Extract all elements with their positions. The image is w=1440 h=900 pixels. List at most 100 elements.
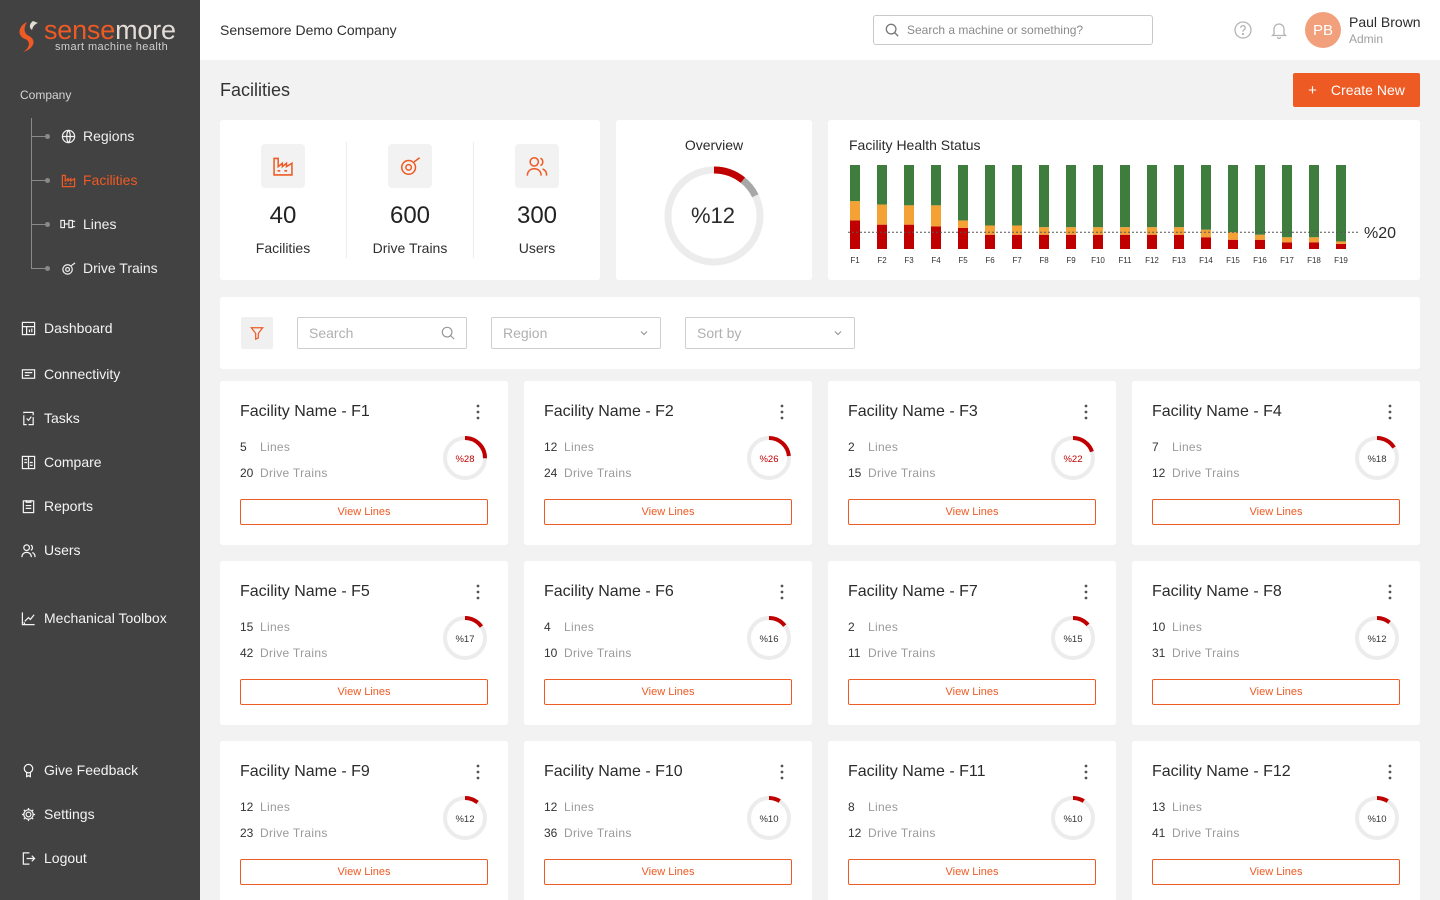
filter-button[interactable] [241, 317, 273, 349]
lines-count: 15 Lines [240, 620, 290, 634]
view-lines-button[interactable]: View Lines [240, 679, 488, 705]
sidebar-item-users[interactable]: Users [20, 538, 81, 562]
bell-icon[interactable] [1269, 20, 1289, 40]
bar-segment [1174, 234, 1184, 249]
facility-card[interactable]: Facility Name - F4 7 Lines 12 Drive Trains %1… [1132, 381, 1420, 545]
facility-name[interactable]: Facility Name - F4 [1152, 403, 1282, 420]
user-name[interactable]: Paul Brown [1349, 14, 1421, 30]
bar-segment [1309, 237, 1319, 243]
view-lines-button[interactable]: View Lines [1152, 679, 1400, 705]
more-options-icon[interactable] [1076, 583, 1096, 601]
view-lines-button[interactable]: View Lines [544, 859, 792, 885]
facility-card[interactable]: Facility Name - F1 5 Lines 20 Drive Trains %2… [220, 381, 508, 545]
lines-value: 5 [240, 440, 247, 454]
sidebar-item-regions[interactable]: Regions [31, 124, 134, 148]
facility-card[interactable]: Facility Name - F2 12 Lines 24 Drive Trains%… [524, 381, 812, 545]
facility-name[interactable]: Facility Name - F8 [1152, 583, 1282, 600]
sidebar-item-settings[interactable]: Settings [20, 802, 95, 826]
sidebar-item-lines[interactable]: Lines [31, 212, 116, 236]
logo[interactable]: sensemore smart machine health [14, 15, 190, 58]
gauge-red-arc [713, 166, 746, 184]
facility-name[interactable]: Facility Name - F1 [240, 403, 370, 420]
facility-name[interactable]: Facility Name - F2 [544, 403, 674, 420]
bar-segment [1174, 227, 1184, 235]
facility-name[interactable]: Facility Name - F7 [848, 583, 978, 600]
sidebar-item-reports[interactable]: Reports [20, 494, 93, 518]
more-options-icon[interactable] [1076, 763, 1096, 781]
facility-card[interactable]: Facility Name - F3 2 Lines 15 Drive Trains %2… [828, 381, 1116, 545]
factory-icon [60, 172, 76, 188]
bar-segment [1201, 237, 1211, 249]
sidebar-item-label: Regions [83, 128, 135, 144]
health-gauge: %10 [747, 796, 791, 840]
facility-name[interactable]: Facility Name - F5 [240, 583, 370, 600]
help-icon[interactable] [1233, 20, 1253, 40]
lines-value: 8 [848, 800, 855, 814]
view-lines-button[interactable]: View Lines [848, 499, 1096, 525]
global-search-input[interactable] [907, 23, 1137, 37]
create-new-button[interactable]: + Create New [1293, 73, 1420, 107]
facility-card[interactable]: Facility Name - F7 2 Lines 11 Drive Trains %1… [828, 561, 1116, 725]
drive-trains-value: 12 [1152, 466, 1166, 480]
drive-train-icon [60, 260, 76, 276]
more-options-icon[interactable] [1380, 583, 1400, 601]
more-options-icon[interactable] [1380, 763, 1400, 781]
sidebar-item-label: Users [44, 542, 81, 558]
region-select[interactable]: Region [491, 317, 661, 349]
health-value: %16 [759, 634, 778, 645]
sidebar-item-drive-trains[interactable]: Drive Trains [31, 256, 158, 280]
view-lines-button[interactable]: View Lines [240, 859, 488, 885]
view-lines-button[interactable]: View Lines [1152, 499, 1400, 525]
more-options-icon[interactable] [468, 763, 488, 781]
bar-segment [1066, 234, 1076, 249]
facility-card[interactable]: Facility Name - F8 10 Lines 31 Drive Trains%… [1132, 561, 1420, 725]
facility-card[interactable]: Facility Name - F9 12 Lines 23 Drive Trains%… [220, 741, 508, 900]
facility-card[interactable]: Facility Name - F5 15 Lines 42 Drive Trains%… [220, 561, 508, 725]
global-search[interactable] [873, 15, 1153, 45]
facility-name[interactable]: Facility Name - F12 [1152, 763, 1291, 780]
view-lines-button[interactable]: View Lines [544, 679, 792, 705]
bar-segment [985, 225, 995, 235]
more-options-icon[interactable] [1076, 403, 1096, 421]
sort-select[interactable]: Sort by [685, 317, 855, 349]
sidebar-item-dashboard[interactable]: Dashboard [20, 316, 113, 340]
search-input[interactable] [309, 325, 429, 341]
facility-card[interactable]: Facility Name - F11 8 Lines 12 Drive Trains%… [828, 741, 1116, 900]
view-lines-button[interactable]: View Lines [240, 499, 488, 525]
gauge-arc [768, 616, 787, 628]
sidebar-item-facilities[interactable]: Facilities [31, 168, 137, 192]
facility-card[interactable]: Facility Name - F12 13 Lines 41 Drive Trains… [1132, 741, 1420, 900]
more-options-icon[interactable] [772, 583, 792, 601]
more-options-icon[interactable] [468, 583, 488, 601]
bar-segment [1120, 165, 1130, 228]
sidebar-item-connectivity[interactable]: Connectivity [20, 362, 120, 386]
drive-trains-unit: Drive Trains [564, 466, 632, 480]
bar-segment [1228, 232, 1238, 240]
more-options-icon[interactable] [772, 763, 792, 781]
facility-name[interactable]: Facility Name - F10 [544, 763, 683, 780]
drive-trains-count: 36 Drive Trains [544, 826, 632, 840]
facility-name[interactable]: Facility Name - F3 [848, 403, 978, 420]
sidebar-item-compare[interactable]: Compare [20, 450, 102, 474]
x-tick-label: F10 [1091, 256, 1105, 265]
avatar[interactable]: PB [1305, 12, 1341, 48]
view-lines-button[interactable]: View Lines [1152, 859, 1400, 885]
sidebar-item-give-feedback[interactable]: Give Feedback [20, 758, 138, 782]
more-options-icon[interactable] [772, 403, 792, 421]
more-options-icon[interactable] [468, 403, 488, 421]
facility-card[interactable]: Facility Name - F6 4 Lines 10 Drive Trains %1… [524, 561, 812, 725]
facility-name[interactable]: Facility Name - F9 [240, 763, 370, 780]
view-lines-button[interactable]: View Lines [848, 859, 1096, 885]
search-field[interactable] [297, 317, 467, 349]
sidebar-item-tasks[interactable]: Tasks [20, 406, 80, 430]
facility-card[interactable]: Facility Name - F10 12 Lines 36 Drive Trains… [524, 741, 812, 900]
bar-segment [1039, 234, 1049, 249]
view-lines-button[interactable]: View Lines [848, 679, 1096, 705]
bar-segment [904, 165, 914, 206]
more-options-icon[interactable] [1380, 403, 1400, 421]
facility-name[interactable]: Facility Name - F11 [848, 763, 986, 780]
sidebar-item-logout[interactable]: Logout [20, 846, 87, 870]
view-lines-button[interactable]: View Lines [544, 499, 792, 525]
facility-name[interactable]: Facility Name - F6 [544, 583, 674, 600]
sidebar-item-mechanical-toolbox[interactable]: Mechanical Toolbox [20, 606, 167, 630]
